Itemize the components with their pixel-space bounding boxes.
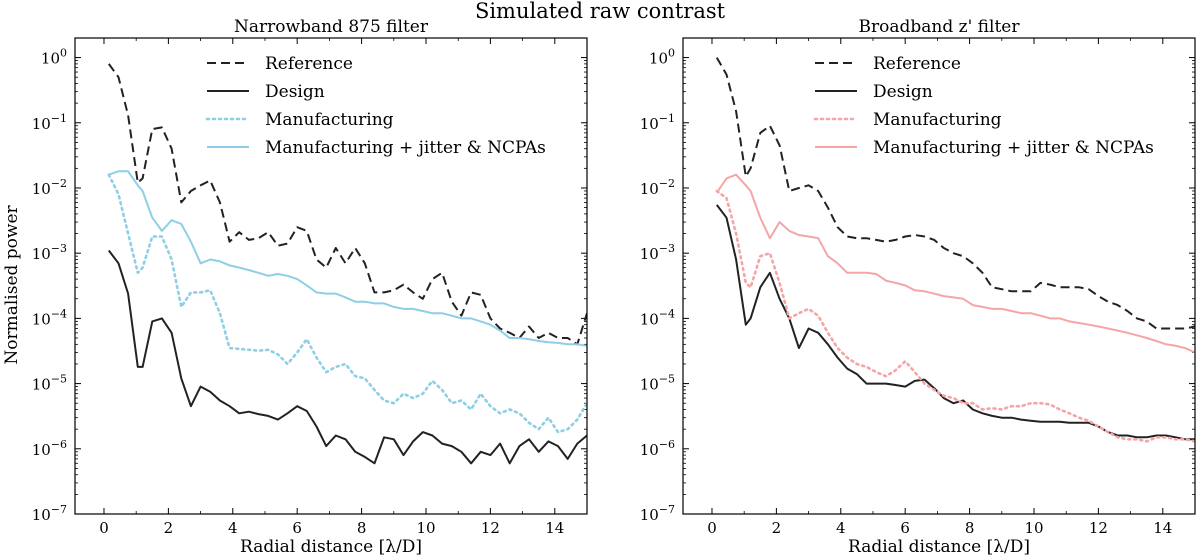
series-group [107,63,587,465]
x-tick-label: 6 [900,519,910,537]
series-line-manufacturing [107,173,587,434]
y-tick-label: 10−3 [32,242,67,263]
legend: Reference Design Manufacturing Manufacturin… [205,54,546,158]
legend-entry: Manufacturing [873,110,1002,130]
legend-entry: Manufacturing + jitter & NCPAs [873,138,1154,158]
y-tick-label: 10−6 [32,438,67,459]
x-tick-label: 0 [707,519,717,537]
y-tick-label: 10−5 [640,373,675,394]
panel-title: Broadband z' filter [859,17,1021,37]
y-tick-label: 10−2 [640,177,675,198]
series-line-manufacturing-jitter-ncpas [108,170,587,347]
y-tick-label: 10−3 [640,242,675,263]
panel-title: Narrowband 875 filter [234,17,429,37]
y-axis-label: Normalised power [2,204,22,364]
x-axis-label: Radial distance [λ/D] [240,537,422,555]
x-tick-label: 12 [481,519,500,537]
x-tick-label: 6 [292,519,302,537]
y-tick-label: 10−5 [32,373,67,394]
x-tick-label: 4 [228,519,238,537]
x-tick-label: 0 [99,519,109,537]
y-tick-label: 10−2 [32,177,67,198]
x-tick-label: 12 [1089,519,1108,537]
x-tick-label: 10 [1024,519,1043,537]
figure-title: Simulated raw contrast [475,0,726,23]
x-tick-label: 14 [1153,519,1172,537]
series-line-design [716,204,1195,441]
x-axis-label: Radial distance [λ/D] [848,537,1030,555]
legend-entry: Reference [873,54,961,74]
y-tick-label: 10−6 [640,438,675,459]
y-tick-label: 100 [649,47,675,68]
y-tick-label: 10−1 [640,112,675,133]
legend-entry: Design [265,82,325,102]
x-tick-label: 4 [836,519,846,537]
plot-frame [74,37,588,515]
y-tick-label: 10−4 [32,307,67,328]
x-tick-label: 2 [164,519,174,537]
legend-entry: Design [873,82,933,102]
x-tick-label: 14 [545,519,564,537]
series-group [715,57,1195,443]
series-line-manufacturing [715,189,1195,443]
series-line-manufacturing-jitter-ncpas [715,173,1195,354]
plot-frame [682,37,1196,515]
legend-entry: Manufacturing [265,110,394,130]
legend: Reference Design Manufacturing Manufacturin… [813,54,1154,158]
legend-entry: Reference [265,54,353,74]
y-tick-label: 10−7 [32,503,67,524]
x-tick-label: 10 [416,519,435,537]
legend-entry: Manufacturing + jitter & NCPAs [265,138,546,158]
series-line-design [108,249,587,465]
y-tick-label: 10−4 [640,307,675,328]
y-tick-label: 10−7 [640,503,675,524]
chart-panel-1: Narrowband 875 filter Radial distance [λ/… [32,17,588,555]
y-tick-label: 10−1 [32,112,67,133]
series-line-reference [107,63,587,346]
x-tick-label: 8 [357,519,367,537]
series-line-reference [715,57,1195,330]
y-tick-label: 100 [41,47,67,68]
chart-panel-2: Broadband z' filter Radial distance [λ/D]… [640,17,1196,555]
x-tick-label: 8 [965,519,975,537]
x-tick-label: 2 [772,519,782,537]
